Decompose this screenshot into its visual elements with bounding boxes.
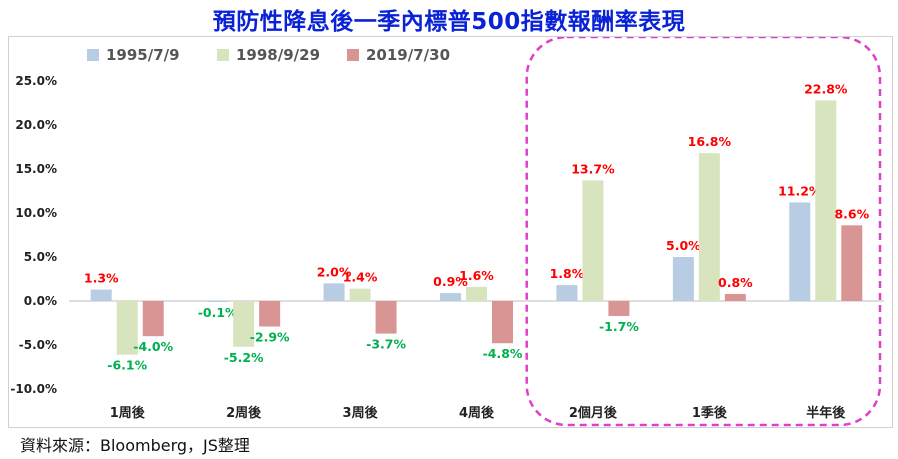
y-tick-label: -10.0% bbox=[10, 382, 57, 396]
data-label: 1.4% bbox=[343, 270, 378, 285]
bar bbox=[698, 153, 720, 301]
bar bbox=[582, 180, 604, 301]
x-tick-label: 2周後 bbox=[226, 405, 262, 421]
data-label: 16.8% bbox=[688, 134, 732, 149]
data-label: 22.8% bbox=[804, 81, 848, 96]
data-label: 0.8% bbox=[718, 275, 753, 290]
y-tick-label: 5.0% bbox=[24, 250, 57, 264]
bar bbox=[323, 283, 345, 301]
bar bbox=[492, 301, 513, 344]
data-label: 2.0% bbox=[317, 264, 352, 279]
bar bbox=[724, 293, 746, 301]
y-tick-label: 15.0% bbox=[15, 162, 57, 176]
data-label: 1.8% bbox=[550, 266, 585, 281]
y-tick-label: -5.0% bbox=[19, 338, 57, 352]
bar bbox=[841, 225, 863, 301]
legend-swatch bbox=[87, 49, 99, 61]
bar bbox=[375, 301, 397, 334]
bar bbox=[90, 289, 112, 301]
bar bbox=[608, 301, 630, 316]
bar bbox=[440, 293, 461, 301]
data-label: -2.9% bbox=[250, 330, 290, 345]
data-label: -4.8% bbox=[483, 346, 523, 361]
data-label: -4.0% bbox=[133, 339, 173, 354]
bar bbox=[259, 301, 281, 327]
data-label: 1.6% bbox=[459, 268, 494, 283]
chart-title: 預防性降息後一季內標普500指數報酬率表現 bbox=[212, 9, 686, 35]
x-tick-label: 4周後 bbox=[459, 405, 495, 421]
bar bbox=[556, 285, 578, 301]
bar bbox=[672, 257, 694, 301]
data-label: -1.7% bbox=[599, 319, 639, 334]
x-tick-label: 3周後 bbox=[343, 405, 379, 421]
bar bbox=[349, 288, 371, 301]
bar-chart: 25.0% 20.0% 15.0% 10.0% 5.0% 0.0% -5.0% -10.0% 1… bbox=[10, 37, 884, 427]
source-note: 資料來源：Bloomberg，JS整理 bbox=[20, 436, 250, 455]
data-label: -5.2% bbox=[224, 350, 264, 365]
data-label: 5.0% bbox=[666, 238, 701, 253]
chart-area: 25.0% 20.0% 15.0% 10.0% 5.0% 0.0% -5.0% -10.0% 1… bbox=[8, 36, 893, 428]
bar bbox=[789, 202, 811, 301]
bar bbox=[466, 286, 487, 301]
bar bbox=[116, 301, 138, 355]
data-label: 11.2% bbox=[778, 183, 822, 198]
bar bbox=[815, 100, 837, 301]
data-label: 0.9% bbox=[433, 274, 468, 289]
bar bbox=[233, 301, 255, 347]
data-label: -0.1% bbox=[198, 305, 238, 320]
data-label: 1.3% bbox=[84, 271, 119, 286]
data-label: 13.7% bbox=[571, 161, 615, 176]
x-tick-label: 1季後 bbox=[692, 405, 728, 421]
data-label: 8.6% bbox=[834, 206, 869, 221]
bar bbox=[207, 301, 229, 302]
y-tick-label: 20.0% bbox=[15, 118, 57, 132]
x-tick-label: 1周後 bbox=[110, 405, 146, 421]
legend-label: 1995/7/9 bbox=[106, 46, 180, 64]
y-tick-label: 0.0% bbox=[24, 294, 57, 308]
y-tick-label: 10.0% bbox=[15, 206, 57, 220]
y-tick-label: 25.0% bbox=[15, 74, 57, 88]
legend-label: 2019/7/30 bbox=[366, 46, 450, 64]
x-tick-label: 2個月後 bbox=[569, 405, 618, 421]
bar bbox=[142, 301, 164, 337]
legend-swatch bbox=[347, 49, 359, 61]
x-tick-label: 半年後 bbox=[806, 405, 846, 421]
legend-swatch bbox=[217, 49, 229, 61]
legend-label: 1998/9/29 bbox=[236, 46, 320, 64]
highlight-box bbox=[525, 37, 882, 427]
data-label: -6.1% bbox=[107, 358, 147, 373]
data-label: -3.7% bbox=[366, 337, 406, 352]
